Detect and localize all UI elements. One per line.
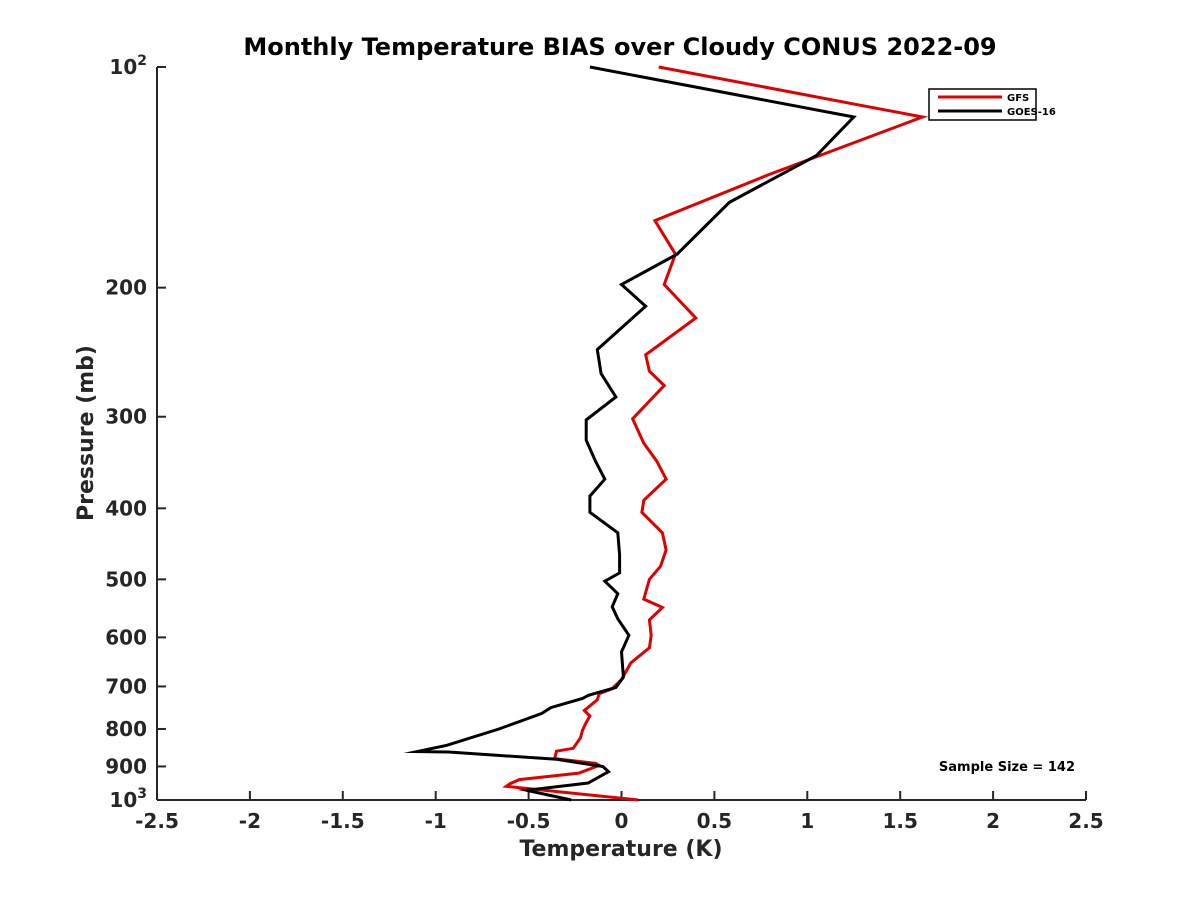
x-tick-label: 2.5 <box>1068 809 1103 833</box>
sample-size-annotation: Sample Size = 142 <box>939 760 1075 775</box>
legend-label-goes16: GOES-16 <box>1007 107 1056 118</box>
y-tick-label: 900 <box>105 754 147 778</box>
y-axis-label: Pressure (mb) <box>74 345 99 521</box>
x-tick-label: 0.5 <box>697 809 732 833</box>
x-axis-label: Temperature (K) <box>519 837 722 862</box>
y-tick-label: 500 <box>105 567 147 591</box>
y-tick-label: 400 <box>105 496 147 520</box>
y-tick-label: 800 <box>105 717 147 741</box>
legend-box <box>928 88 1037 121</box>
series-line <box>403 65 857 802</box>
series-line <box>502 65 929 802</box>
y-ticks: 102 200 300 400 500 600 700 800 900 103 <box>105 53 166 812</box>
x-ticks: -2.5 -2 -1.5 -1 -0.5 0 0.5 1 1.5 2 2.5 <box>135 791 1104 833</box>
x-tick-label: -2 <box>239 809 261 833</box>
y-tick-label: 700 <box>105 674 147 698</box>
series-goes16 <box>403 65 857 802</box>
y-tick-label: 102 <box>109 53 147 79</box>
y-tick-label: 600 <box>105 625 147 649</box>
series-gfs <box>502 65 929 802</box>
legend-label-gfs: GFS <box>1007 93 1029 104</box>
series-group <box>403 65 929 802</box>
x-tick-label: 1 <box>800 809 814 833</box>
chart-title: Monthly Temperature BIAS over Cloudy CON… <box>243 33 996 61</box>
x-tick-label: -2.5 <box>135 809 179 833</box>
y-tick-label: 103 <box>109 786 147 812</box>
x-tick-label: 2 <box>986 809 1000 833</box>
axes <box>156 67 1086 801</box>
x-tick-label: 0 <box>615 809 629 833</box>
y-tick-label: 200 <box>105 276 147 300</box>
y-tick-label: 300 <box>105 405 147 429</box>
x-tick-label: -1.5 <box>321 809 365 833</box>
x-tick-label: 1.5 <box>882 809 917 833</box>
legend: GFS GOES-16 <box>928 88 1056 121</box>
x-tick-label: -1 <box>425 809 447 833</box>
x-tick-label: -0.5 <box>507 809 551 833</box>
